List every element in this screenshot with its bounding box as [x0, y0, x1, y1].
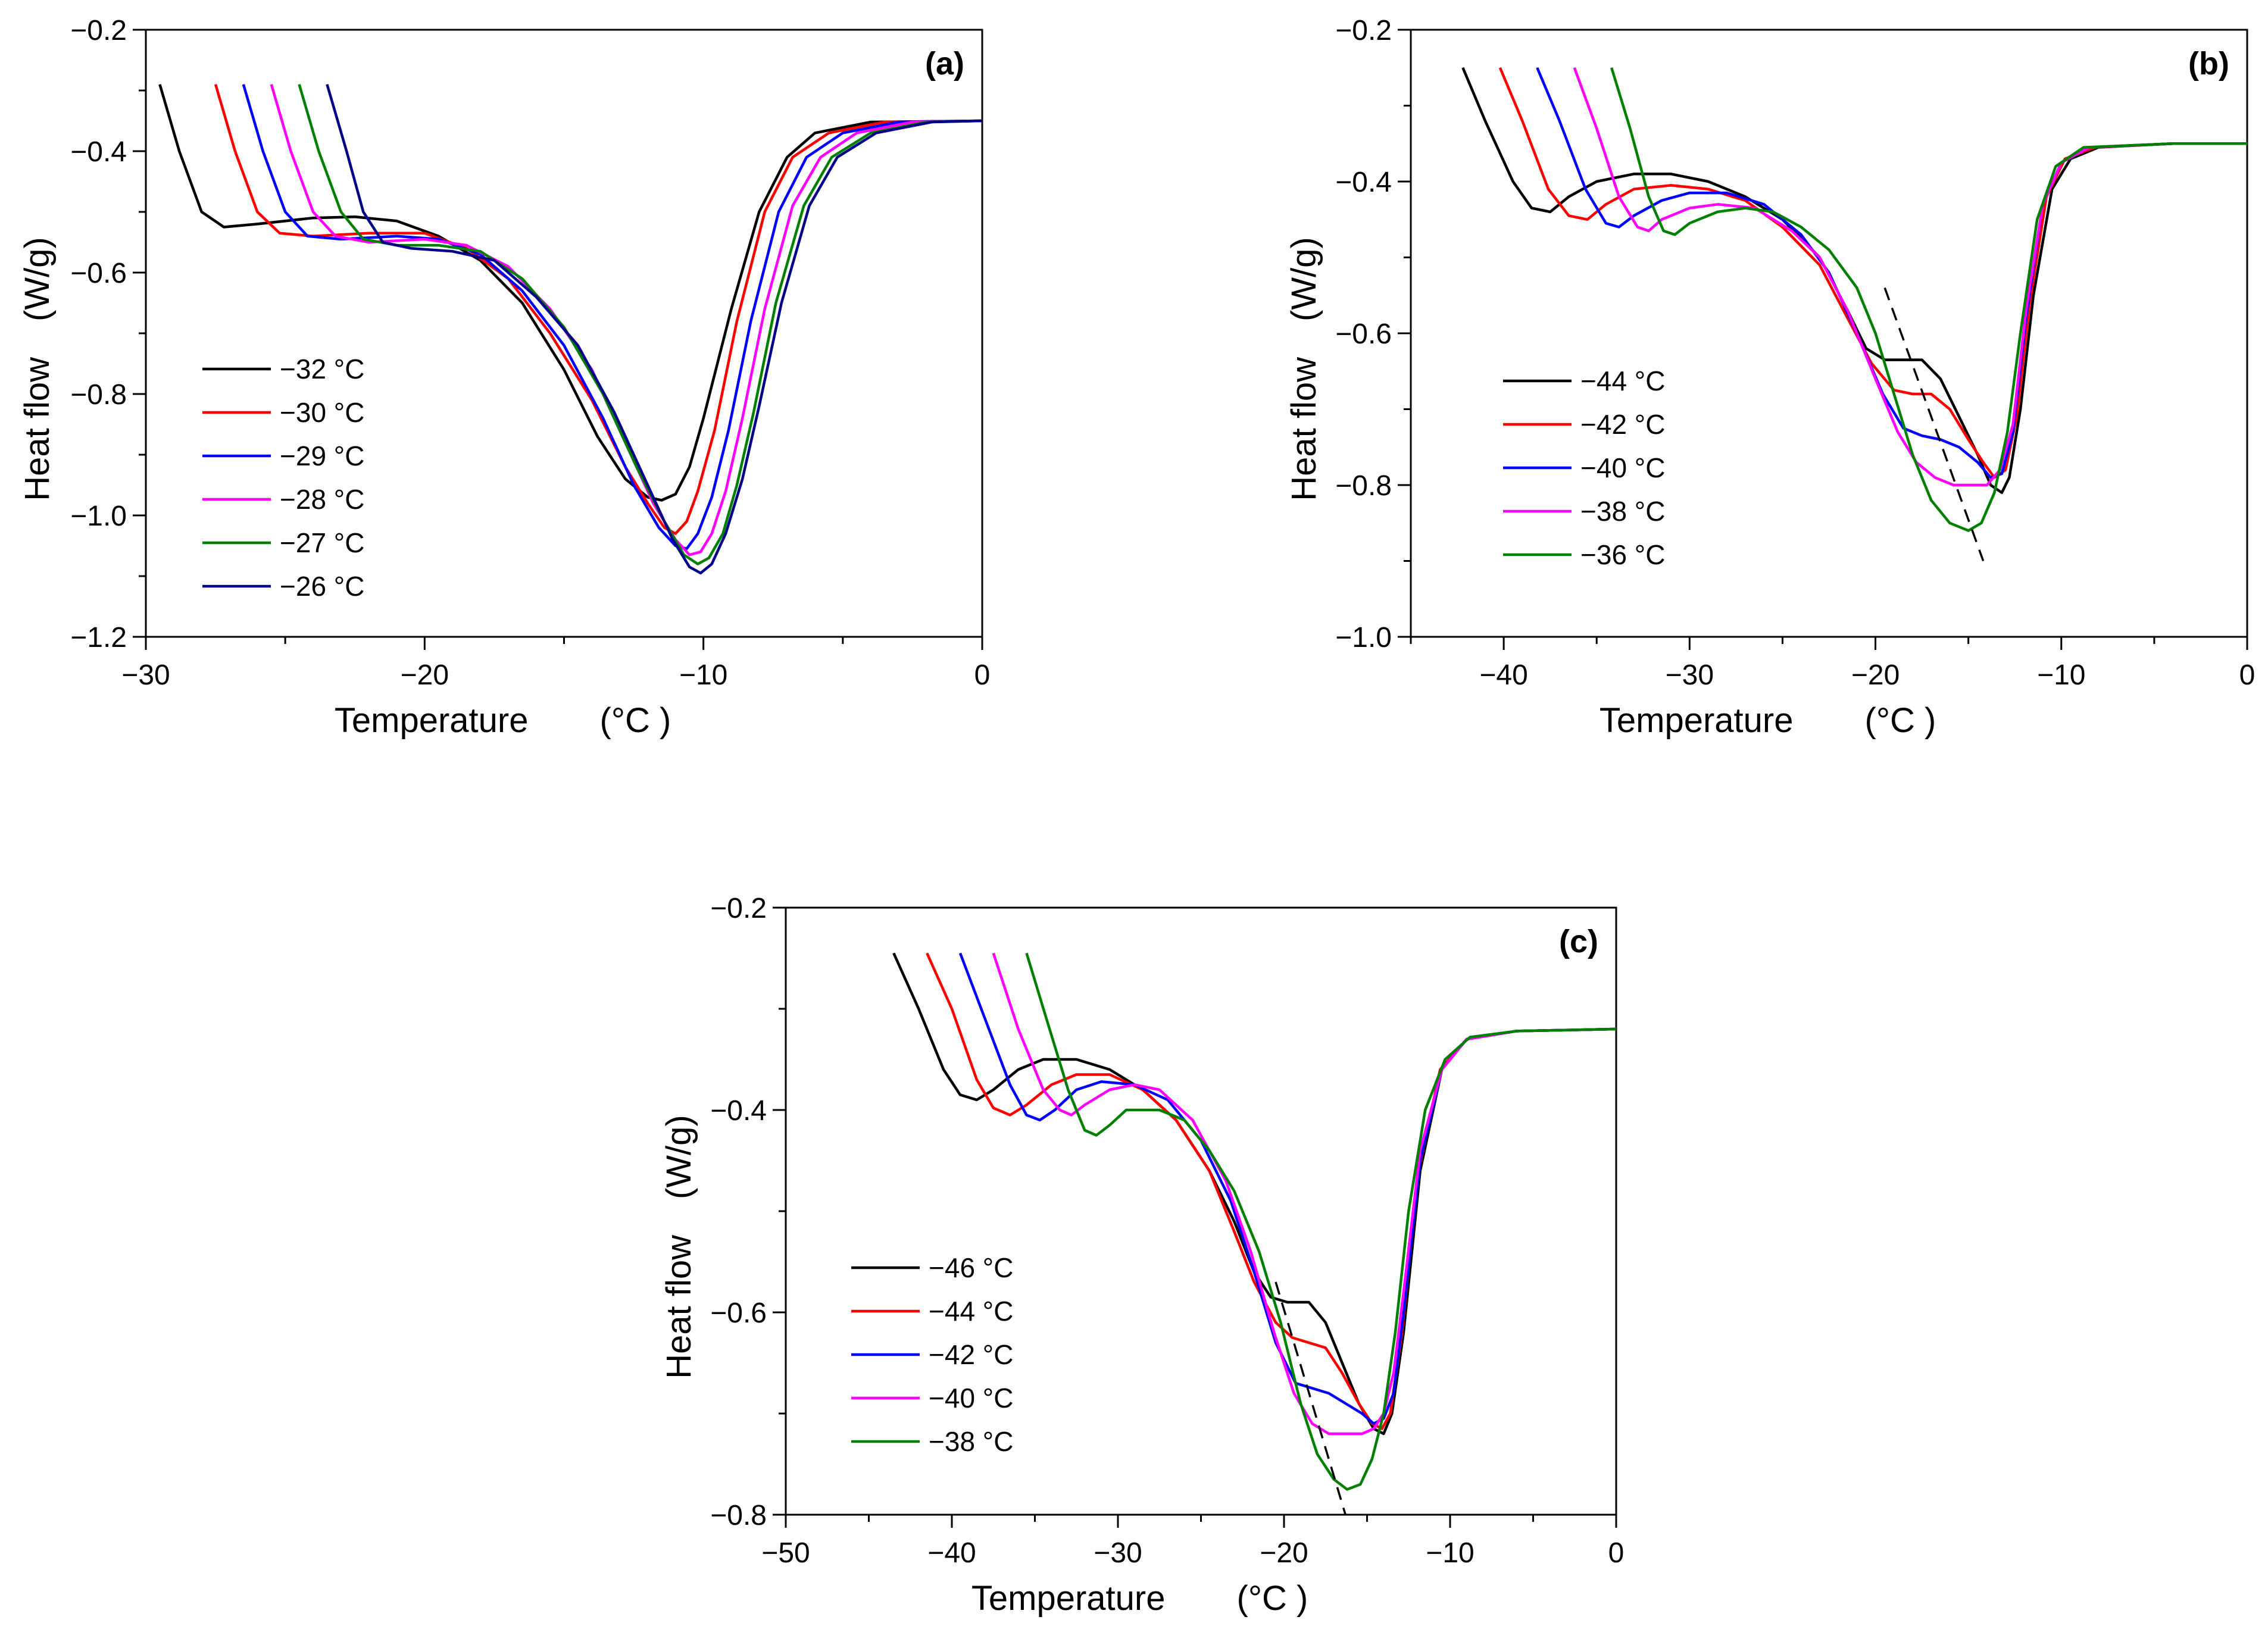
panel-a-legend: −32 °C −30 °C −29 °C −28 °C −27 °C −26 °C — [202, 354, 364, 602]
panel-b-x-tick-label: −10 — [2037, 659, 2085, 691]
panel-c-y-tick-label: −0.2 — [710, 893, 767, 924]
panel-b-x-tick-label: −40 — [1479, 659, 1527, 691]
panel-a-plot-frame — [145, 29, 983, 638]
panel-c-series-line-2 — [958, 952, 1616, 1425]
panel-a-legend-label-0: −32 °C — [280, 354, 364, 384]
panel-b-label: (b) — [2188, 46, 2229, 82]
panel-c-x-axis-title: Temperature — [971, 1579, 1166, 1618]
panel-b-x-tick-label: 0 — [2239, 659, 2255, 691]
panel-c-legend: −46 °C −44 °C −42 °C −40 °C −38 °C — [851, 1252, 1013, 1457]
panel-a-series-line-0 — [158, 84, 982, 502]
panel-c-series-line-1 — [926, 952, 1616, 1430]
panel-c-x-tick-label: −30 — [1094, 1537, 1142, 1569]
panel-c-series-line-4 — [1025, 952, 1616, 1491]
panel-a-x-tick-label: −20 — [401, 659, 449, 691]
panel-a-series-line-3 — [270, 84, 982, 556]
panel-c-legend-label-4: −38 °C — [929, 1426, 1013, 1457]
panel-a-y-tick-label: −0.8 — [70, 379, 127, 411]
panel-a-legend-label-1: −30 °C — [280, 397, 364, 428]
panel-a-plot-area — [158, 84, 982, 575]
panel-c-dashed-trend-line — [1274, 1281, 1347, 1515]
panel-a-x-tick-label: 0 — [974, 659, 991, 691]
panel-c-x-tick-label: 0 — [1608, 1537, 1625, 1569]
panel-b-x-axis-unit: (°C ) — [1865, 701, 1936, 740]
panel-b-legend-label-4: −36 °C — [1580, 539, 1665, 570]
panel-a-x-axis-title: Temperature — [335, 701, 529, 740]
panel-a-y-tick-label: −0.2 — [70, 15, 127, 46]
panel-b-y-tick-label: −1.0 — [1335, 622, 1392, 653]
panel-a-legend-label-3: −28 °C — [280, 484, 364, 515]
panel-c-legend-label-3: −40 °C — [929, 1383, 1013, 1414]
panel-b-series-line-3 — [1573, 67, 2247, 487]
panel-c-y-tick-label: −0.8 — [710, 1500, 767, 1531]
panel-c-y-tick-label: −0.4 — [710, 1095, 767, 1127]
panel-c-plot-area — [892, 952, 1616, 1515]
panel-c-legend-label-2: −42 °C — [929, 1339, 1013, 1370]
panel-b-y-axis-unit: (W/g) — [1285, 237, 1323, 321]
panel-b-x-axis-title: Temperature — [1600, 701, 1794, 740]
panel-b-legend-label-0: −44 °C — [1580, 365, 1665, 396]
panel-c-legend-label-1: −44 °C — [929, 1296, 1013, 1327]
panel-c-plot-frame — [785, 906, 1617, 1516]
panel-a-legend-label-2: −29 °C — [280, 440, 364, 471]
panel-b-series-line-4 — [1610, 67, 2247, 532]
panel-b-y-axis-title: Heat flow — [1285, 357, 1323, 501]
panel-b-y-tick-label: −0.6 — [1335, 318, 1392, 350]
panel-c-x-axis-unit: (°C ) — [1237, 1579, 1308, 1618]
panel-a-y-tick-label: −0.4 — [70, 136, 127, 168]
panel-a-legend-label-4: −27 °C — [280, 527, 364, 558]
panel-a-y-tick-label: −0.6 — [70, 258, 127, 289]
panel-b-legend-label-3: −38 °C — [1580, 496, 1665, 527]
panel-c-legend-label-0: −46 °C — [929, 1252, 1013, 1283]
panel-c-label: (c) — [1559, 924, 1598, 959]
panel-c-x-tick-label: −20 — [1260, 1537, 1308, 1569]
panel-a-series-line-2 — [242, 84, 982, 551]
panel-c-x-tick-label: −40 — [927, 1537, 976, 1569]
panel-b-x-tick-label: −30 — [1666, 659, 1714, 691]
panel-a-y-tick-label: −1.0 — [70, 501, 127, 532]
panel-a: −30 −20 −10 0 −1.2 −1.0 −0.8 −0.6 −0.4 −0.2 Temper… — [18, 15, 990, 740]
panel-a-legend-label-5: −26 °C — [280, 571, 364, 602]
panel-c-y-axis-unit: (W/g) — [660, 1115, 698, 1199]
panel-b-y-tick-label: −0.4 — [1335, 167, 1392, 198]
panel-a-x-axis-unit: (°C ) — [600, 701, 671, 740]
panel-b: −40 −30 −20 −10 0 −1.0 −0.8 −0.6 −0.4 −0.2 Tempera… — [1285, 15, 2255, 740]
panel-a-y-axis-title: Heat flow — [18, 357, 57, 501]
panel-c-series-line-0 — [892, 952, 1616, 1436]
panel-c-y-axis-title: Heat flow — [660, 1234, 698, 1379]
panel-b-y-tick-label: −0.8 — [1335, 470, 1392, 502]
panel-a-label: (a) — [925, 46, 964, 82]
panel-b-legend-label-2: −40 °C — [1580, 452, 1665, 483]
panel-b-x-tick-label: −20 — [1851, 659, 1900, 691]
panel-b-plot-area — [1461, 67, 2247, 562]
panel-a-series-line-5 — [326, 84, 982, 575]
panel-c-series-line-3 — [992, 952, 1616, 1436]
panel-a-y-tick-label: −1.2 — [70, 622, 127, 653]
panel-b-plot-frame — [1410, 29, 2248, 638]
panel-c-x-tick-label: −50 — [761, 1537, 810, 1569]
panel-b-y-tick-label: −0.2 — [1335, 15, 1392, 46]
panel-a-x-tick-label: −30 — [121, 659, 170, 691]
panel-c-y-tick-label: −0.6 — [710, 1297, 767, 1329]
panel-b-legend: −44 °C −42 °C −40 °C −38 °C −36 °C — [1503, 365, 1665, 570]
panel-c: −50 −40 −30 −20 −10 0 −0.8 −0.6 −0.4 −0.2 Temperat… — [660, 893, 1624, 1618]
panel-b-legend-label-1: −42 °C — [1580, 409, 1665, 440]
panel-a-y-axis-unit: (W/g) — [18, 237, 57, 321]
panel-a-x-tick-label: −10 — [679, 659, 727, 691]
panel-b-dashed-trend-line — [1883, 287, 1985, 562]
panel-c-x-tick-label: −10 — [1426, 1537, 1474, 1569]
